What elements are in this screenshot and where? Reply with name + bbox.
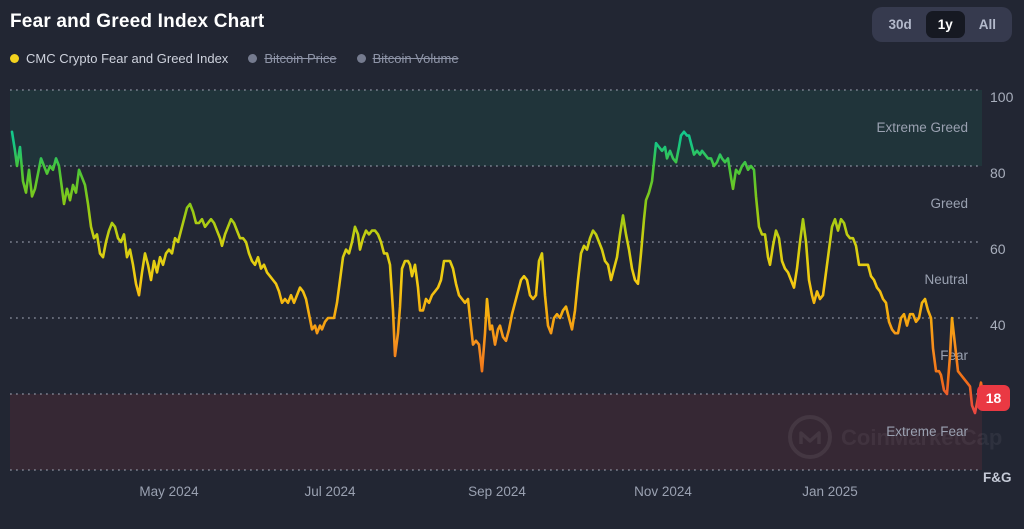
legend-item-bitcoin-price[interactable]: Bitcoin Price [248,51,337,66]
series-dot-icon [248,54,258,63]
x-tick-label: May 2024 [139,484,199,499]
range-switcher: 30d 1y All [872,7,1012,42]
range-button-1y[interactable]: 1y [925,11,965,38]
y-tick-label: 100 [990,89,1014,105]
y-tick-label: 80 [990,165,1006,181]
watermark-logo-icon [799,431,821,444]
zone-label: Greed [930,196,968,211]
page-title: Fear and Greed Index Chart [10,11,265,32]
range-button-all[interactable]: All [967,11,1008,38]
legend-item-fear-greed-index[interactable]: CMC Crypto Fear and Greed Index [10,51,228,66]
current-value-badge: 18 [977,385,1010,411]
range-button-30d[interactable]: 30d [876,11,923,38]
zone-label: Neutral [924,272,968,287]
legend-label: Bitcoin Volume [372,51,459,66]
watermark-text: CoinMarketCap [841,425,1002,450]
series-dot-icon [10,54,19,63]
legend-item-bitcoin-volume[interactable]: Bitcoin Volume [356,51,459,66]
zone-label: Extreme Fear [886,424,968,439]
zone-band [10,90,982,166]
x-tick-label: Jul 2024 [304,484,356,499]
zone-band [10,394,982,470]
zone-label: Extreme Greed [876,120,968,135]
watermark-logo-icon [788,415,832,459]
y-tick-label: 40 [990,317,1006,333]
axis-name-label: F&G [983,470,1012,485]
y-tick-label: 60 [990,241,1006,257]
x-tick-label: Nov 2024 [634,484,692,499]
x-tick-label: Jan 2025 [802,484,858,499]
zone-label: Fear [940,348,968,363]
legend-label: CMC Crypto Fear and Greed Index [26,51,229,66]
series-dot-icon [356,54,366,63]
fear-greed-line [10,130,986,415]
legend-label: Bitcoin Price [264,51,337,66]
chart-legend: CMC Crypto Fear and Greed Index Bitcoin … [10,51,459,66]
x-tick-label: Sep 2024 [468,484,526,499]
